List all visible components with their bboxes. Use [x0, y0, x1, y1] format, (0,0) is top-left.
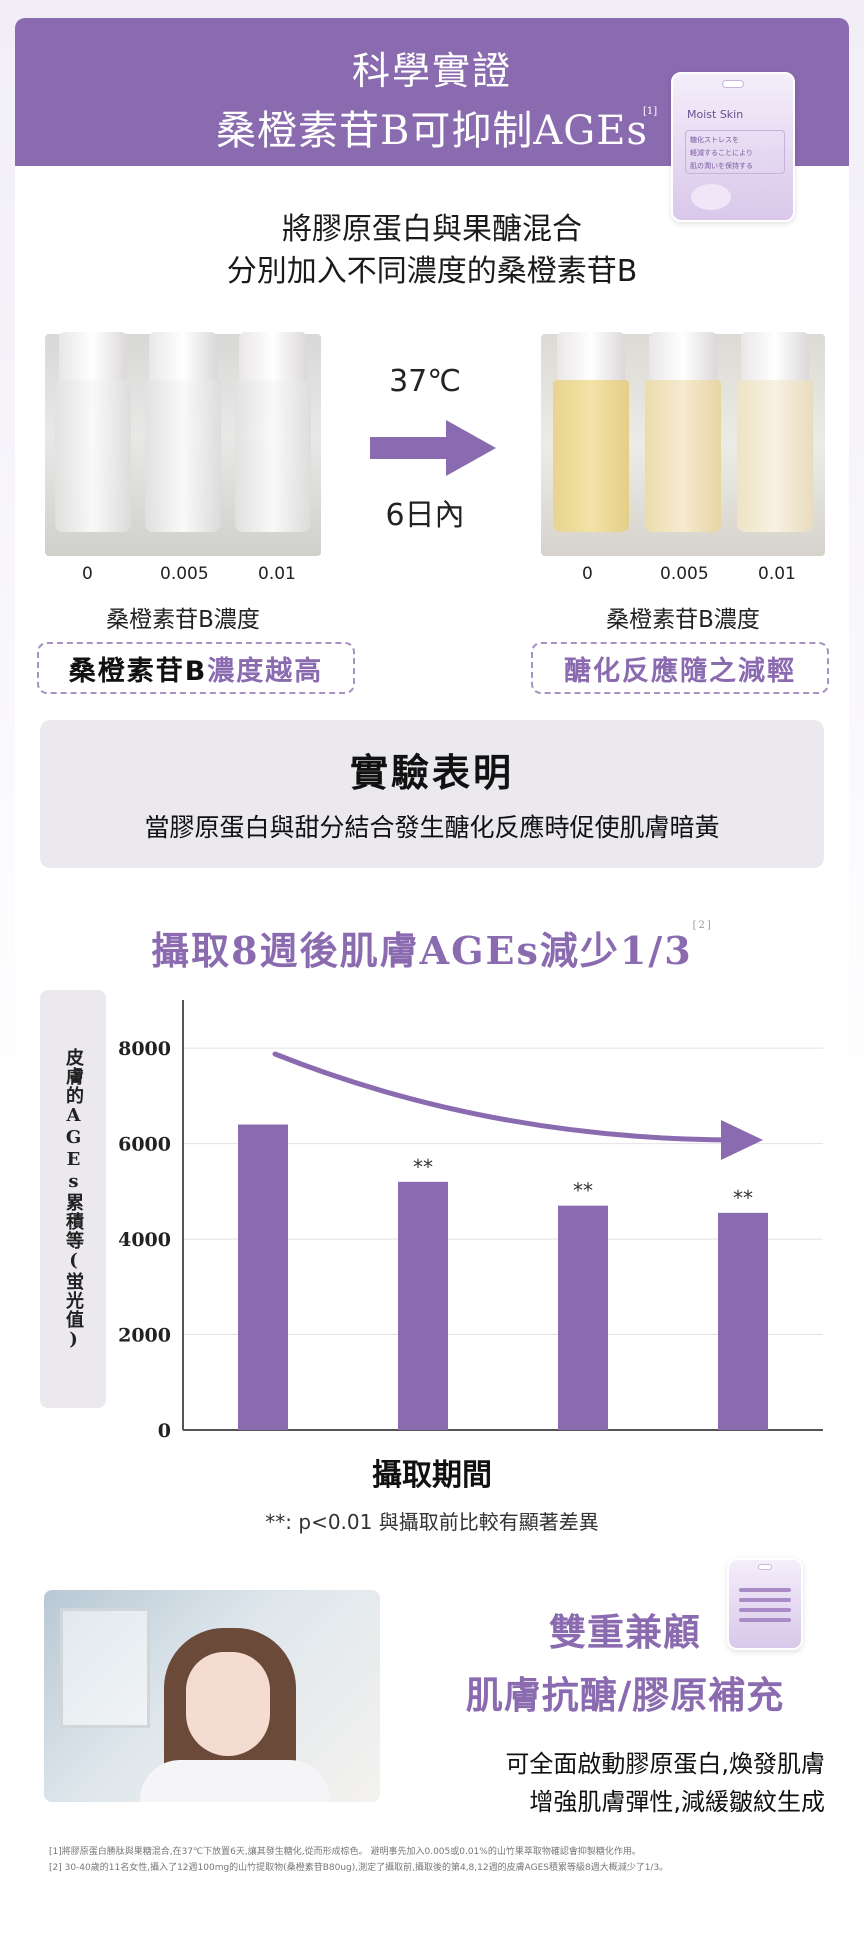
- bottle-clear-1: [55, 332, 131, 532]
- chart-heading-text: 攝取8週後肌膚AGEs減少1/3: [151, 928, 693, 973]
- significance-mark: **: [413, 1155, 433, 1179]
- bar-8: [558, 1205, 608, 1430]
- bottles-before-photo: [45, 332, 321, 556]
- significance-mark: **: [733, 1186, 753, 1210]
- concentration-tick: 0: [582, 564, 593, 584]
- pill-higher-concentration: 桑橙素苷B 濃度越高: [37, 642, 355, 694]
- concentration-caption-right: 桑橙素苷B濃度: [606, 607, 760, 633]
- y-tick-label: 2000: [118, 1325, 171, 1347]
- concentration-tick: 0.01: [758, 564, 796, 584]
- concentration-tick: 0.01: [258, 564, 296, 584]
- intro-line-2: 分別加入不同濃度的桑橙素苷B: [226, 254, 638, 289]
- duration-label: 6日內: [385, 498, 465, 533]
- trend-arrow-icon: [272, 1051, 763, 1160]
- chart-grid: [182, 1000, 823, 1431]
- woman-thinking-photo: [44, 1590, 380, 1802]
- y-tick-label: 8000: [118, 1038, 171, 1060]
- header-title: 科學實證: [351, 49, 512, 93]
- bar-0: [238, 1124, 288, 1430]
- chart-y-axis-label: 皮膚的AGEs累積等(蛍光值): [40, 990, 106, 1408]
- bottles-after-photo: [541, 332, 825, 556]
- chart-heading-reference: [2]: [692, 920, 713, 931]
- pill-left-dark-text: 桑橙素苷B: [68, 655, 208, 687]
- right-arrow-icon: [370, 420, 496, 476]
- bottle-yellow-1: [553, 332, 629, 532]
- benefit-body-1: 可全面啟動膠原蛋白,煥發肌膚: [505, 1750, 825, 1778]
- benefit-body-2: 增強肌膚彈性,減緩皺紋生成: [529, 1788, 825, 1816]
- bottle-clear-2: [145, 332, 221, 532]
- significance-note: **: p<0.01 與攝取前比較有顯著差異: [265, 1510, 599, 1534]
- result-title: 實驗表明: [349, 751, 514, 795]
- result-body: 當膠原蛋白與甜分結合發生醣化反應時促使肌膚暗黃: [144, 813, 720, 842]
- concentration-tick: 0: [82, 564, 93, 584]
- product-brand: Moist Skin: [687, 108, 744, 121]
- bottle-yellow-3: [737, 332, 813, 532]
- chart-x-axis-title: 攝取期間: [372, 1458, 492, 1493]
- concentration-tick: 0.005: [660, 564, 709, 584]
- product-text-3: 肌の潤いを保持する: [690, 162, 753, 170]
- y-tick-label: 4000: [118, 1229, 171, 1251]
- temperature-label: 37℃: [389, 364, 461, 399]
- product-package-image: Moist Skin 糖化ストレスを 軽減することにより 肌の潤いを保持する: [671, 72, 795, 222]
- bottle-clear-3: [235, 332, 311, 532]
- product-text-2: 軽減することにより: [690, 149, 753, 157]
- header-subtitle: 桑橙素苷B可抑制AGEs: [216, 108, 648, 154]
- benefit-title-1: 雙重兼顧: [549, 1611, 701, 1654]
- pill-reduced-glycation: 醣化反應隨之減輕: [531, 642, 829, 694]
- footnote-2: [2] 30-40歲的11名女性,攝入了12週100mg的山竹提取物(桑橙素苷B…: [49, 1863, 669, 1873]
- chart-bars: [238, 1124, 768, 1430]
- bottle-yellow-2: [645, 332, 721, 532]
- chart-heading: 攝取8週後肌膚AGEs減少1/3[2]: [15, 920, 849, 975]
- bar-12: [718, 1212, 768, 1430]
- concentration-caption-left: 桑橙素苷B濃度: [106, 607, 260, 633]
- chart-y-ticks: 0 2000 4000 6000 8000: [118, 1038, 171, 1440]
- product-text-box: 糖化ストレスを 軽減することにより 肌の潤いを保持する: [685, 130, 785, 174]
- pill-left-purple-text: 濃度越高: [207, 655, 324, 687]
- trend-arrow-shaft: [272, 1051, 742, 1143]
- result-box: 實驗表明 當膠原蛋白與甜分結合發生醣化反應時促使肌膚暗黃: [40, 720, 824, 868]
- header-reference: [1]: [643, 106, 658, 117]
- product-package-small-image: [727, 1558, 803, 1650]
- y-tick-label: 0: [158, 1420, 171, 1440]
- chart-significance-marks: ** ** **: [413, 1155, 753, 1210]
- intro-line-1: 將膠原蛋白與果醣混合: [282, 212, 582, 247]
- y-tick-label: 6000: [118, 1134, 171, 1156]
- benefit-title-2: 肌膚抗醣/膠原補充: [465, 1674, 785, 1717]
- page-card: 科學實證 桑橙素苷B可抑制AGEs [1] Moist Skin 糖化ストレスを…: [15, 18, 849, 1918]
- concentration-tick: 0.005: [160, 564, 209, 584]
- bar-4: [398, 1181, 448, 1430]
- footnote-1: [1]將膠原蛋白勝肽與果糖混合,在37℃下放置6天,讓其發生糖化,從而形成棕色。…: [49, 1847, 641, 1857]
- product-text-1: 糖化ストレスを: [690, 136, 739, 144]
- significance-mark: **: [573, 1179, 593, 1203]
- trend-arrow-head: [721, 1120, 763, 1160]
